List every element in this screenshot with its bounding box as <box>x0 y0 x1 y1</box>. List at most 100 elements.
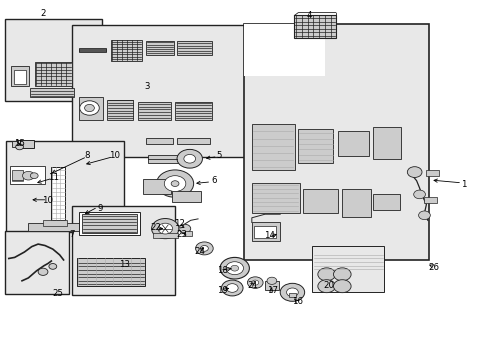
Text: 2: 2 <box>40 9 46 18</box>
Text: 12: 12 <box>174 219 185 228</box>
Text: 18: 18 <box>217 266 227 275</box>
Bar <box>77 258 144 286</box>
Circle shape <box>333 280 350 293</box>
Bar <box>244 24 428 260</box>
Circle shape <box>226 284 238 292</box>
Bar <box>11 66 29 86</box>
Circle shape <box>407 167 421 177</box>
Bar <box>294 15 335 38</box>
Bar <box>184 231 192 236</box>
Circle shape <box>266 277 276 284</box>
Bar <box>147 155 181 163</box>
Bar <box>43 220 66 226</box>
Circle shape <box>418 211 429 220</box>
Text: 20: 20 <box>323 281 333 289</box>
Bar <box>264 281 278 290</box>
Circle shape <box>16 144 23 150</box>
Text: 4: 4 <box>305 10 311 19</box>
Bar <box>12 180 23 181</box>
Bar <box>175 102 211 120</box>
Text: 23: 23 <box>176 230 187 239</box>
Circle shape <box>183 154 195 163</box>
Bar <box>251 124 294 170</box>
Bar <box>311 246 384 292</box>
Text: 5: 5 <box>216 151 222 160</box>
Bar <box>5 19 102 101</box>
Circle shape <box>317 268 335 281</box>
Bar <box>177 41 212 55</box>
Circle shape <box>280 283 304 301</box>
Text: 9: 9 <box>98 204 102 212</box>
Circle shape <box>177 149 202 168</box>
Circle shape <box>247 277 263 288</box>
Circle shape <box>333 268 350 281</box>
Circle shape <box>200 246 208 251</box>
Text: 10: 10 <box>42 197 53 205</box>
Bar <box>6 141 124 232</box>
Circle shape <box>221 280 243 296</box>
Bar <box>51 167 65 220</box>
Bar <box>177 138 210 144</box>
Circle shape <box>49 264 57 269</box>
Bar <box>372 194 399 210</box>
Text: 17: 17 <box>267 287 278 295</box>
Bar <box>82 214 137 233</box>
Circle shape <box>230 265 238 271</box>
Bar <box>342 189 370 217</box>
Bar <box>145 41 174 55</box>
Text: 13: 13 <box>119 260 130 269</box>
Bar <box>14 70 26 84</box>
Bar <box>298 129 333 163</box>
Bar <box>289 293 296 297</box>
Bar <box>12 141 18 147</box>
Bar <box>16 140 34 148</box>
Bar <box>138 102 171 120</box>
Text: 25: 25 <box>52 289 63 298</box>
Bar <box>72 25 270 157</box>
Bar <box>10 166 45 184</box>
Bar <box>142 179 171 194</box>
Circle shape <box>38 268 48 275</box>
Bar <box>12 170 23 180</box>
Bar <box>172 191 201 202</box>
Circle shape <box>22 171 34 180</box>
Text: 6: 6 <box>211 176 217 185</box>
Circle shape <box>225 262 243 275</box>
Circle shape <box>413 190 425 199</box>
Circle shape <box>30 173 38 179</box>
Bar <box>5 231 69 294</box>
Text: 16: 16 <box>291 297 302 306</box>
Text: 22: 22 <box>150 223 161 232</box>
Circle shape <box>317 280 335 293</box>
Text: 7: 7 <box>69 230 75 239</box>
Circle shape <box>251 280 258 285</box>
Bar <box>244 24 325 76</box>
Text: 19: 19 <box>217 287 227 295</box>
Bar <box>426 170 438 176</box>
Circle shape <box>220 257 249 279</box>
Circle shape <box>171 181 179 186</box>
Text: 1: 1 <box>460 180 466 189</box>
Bar <box>111 40 142 61</box>
Text: 21: 21 <box>247 281 258 289</box>
Bar <box>303 189 338 213</box>
Bar <box>338 131 368 156</box>
Bar <box>79 212 140 235</box>
Bar <box>251 183 299 213</box>
Bar <box>251 222 280 241</box>
Text: 15: 15 <box>14 139 25 148</box>
Bar <box>152 233 178 238</box>
Text: 26: 26 <box>428 263 439 271</box>
Text: 10: 10 <box>109 151 120 160</box>
Circle shape <box>179 224 190 233</box>
Circle shape <box>80 101 99 115</box>
Text: 14: 14 <box>264 231 275 240</box>
Bar <box>30 88 74 97</box>
Circle shape <box>164 176 185 192</box>
Bar <box>424 197 436 203</box>
Text: 24: 24 <box>194 247 204 256</box>
Circle shape <box>84 104 94 112</box>
Bar <box>106 100 133 120</box>
Text: 11: 11 <box>48 173 59 181</box>
Bar <box>79 97 102 120</box>
